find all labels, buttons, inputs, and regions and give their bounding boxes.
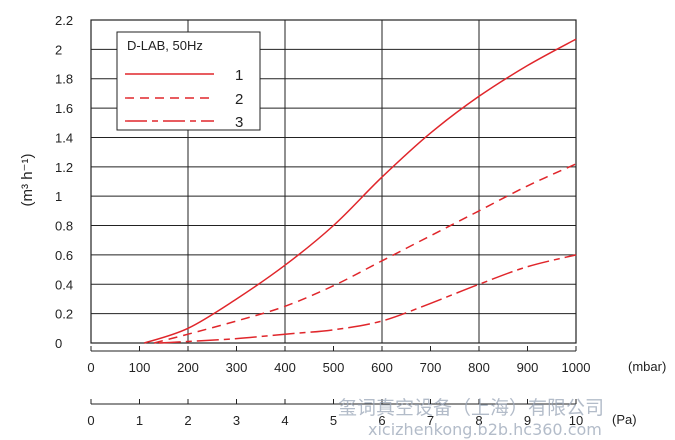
- x-tick-label: 900: [517, 360, 539, 375]
- watermark: 玺词真空设备（上海）有限公司 xicizhenkong.b2b.hc360.co…: [338, 397, 604, 439]
- series-line-3: [158, 254, 577, 344]
- x-axis-mbar: 0 100 200 300 400 500 600 700 800 900 1000: [87, 346, 590, 375]
- plot-area-frame: [90, 19, 577, 344]
- x2-tick-label: 7: [427, 413, 434, 428]
- x2-tick-label: 6: [378, 413, 385, 428]
- legend-entry-3: 3: [235, 114, 243, 131]
- y-tick-label: 0: [55, 336, 62, 351]
- watermark-company-name: 玺词真空设备（上海）有限公司: [338, 397, 604, 419]
- series-line-1: [144, 38, 577, 344]
- y-tick-label: 0.8: [55, 219, 73, 234]
- watermark-url: xicizhenkong.b2b.hc360.com: [368, 420, 602, 439]
- y-tick-label: 0.2: [55, 307, 73, 322]
- y-axis-tick-labels: 0 0.2 0.4 0.6 0.8 1 1.2 1.4 1.6 1.8 2 2.2: [55, 13, 73, 351]
- y-tick-label: 0.4: [55, 277, 73, 292]
- x-axis-label-mbar: (mbar): [628, 359, 666, 374]
- x-tick-label: 200: [177, 360, 199, 375]
- x-tick-label: 800: [468, 360, 490, 375]
- x2-tick-label: 10: [569, 413, 583, 428]
- x2-tick-label: 0: [87, 413, 94, 428]
- x-tick-label: 1000: [562, 360, 591, 375]
- y-tick-label: 0.6: [55, 248, 73, 263]
- x-tick-label: 400: [274, 360, 296, 375]
- y-axis-label: (m³ h⁻¹): [19, 154, 36, 207]
- x2-tick-label: 3: [233, 413, 240, 428]
- x-tick-label: 600: [371, 360, 393, 375]
- x-tick-label: 300: [226, 360, 248, 375]
- chart-series: [144, 38, 577, 344]
- legend-box: [116, 31, 261, 131]
- x-tick-label: 0: [87, 360, 94, 375]
- x-tick-label: 700: [420, 360, 442, 375]
- y-tick-label: 1.6: [55, 101, 73, 116]
- x2-tick-label: 4: [281, 413, 288, 428]
- x2-tick-label: 1: [136, 413, 143, 428]
- series-line-2: [153, 163, 577, 344]
- y-tick-label: 2.2: [55, 13, 73, 28]
- x-axis-label-pa: (Pa): [612, 412, 637, 427]
- x2-tick-label: 2: [184, 413, 191, 428]
- x2-tick-label: 8: [475, 413, 482, 428]
- legend-entry-2: 2: [235, 91, 243, 108]
- y-tick-label: 1.4: [55, 130, 73, 145]
- legend: D-LAB, 50Hz 1 2 3: [116, 31, 261, 131]
- x2-tick-label: 9: [524, 413, 531, 428]
- x2-tick-label: 5: [330, 413, 337, 428]
- legend-title: D-LAB, 50Hz: [127, 38, 203, 53]
- legend-entry-1: 1: [235, 67, 243, 84]
- y-tick-label: 2: [55, 42, 62, 57]
- y-tick-label: 1.8: [55, 72, 73, 87]
- x-axis-pa: 0 1 2 3 4 5 6 7 8 9 10: [87, 399, 583, 428]
- x-tick-label: 100: [129, 360, 151, 375]
- y-tick-label: 1.2: [55, 160, 73, 175]
- x-tick-label: 500: [323, 360, 345, 375]
- y-tick-label: 1: [55, 189, 62, 204]
